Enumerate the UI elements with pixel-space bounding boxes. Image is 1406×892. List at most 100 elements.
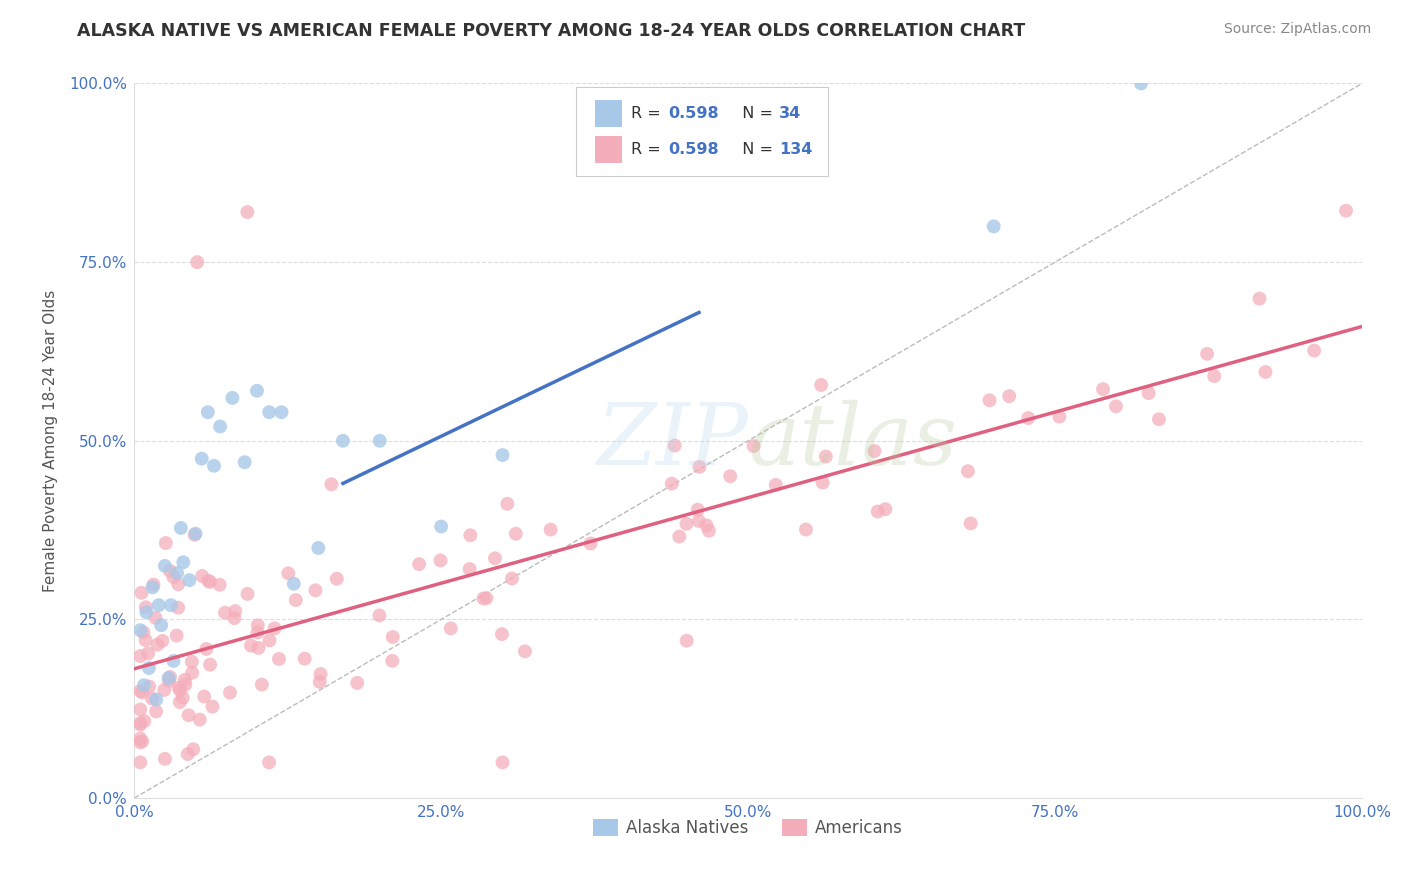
Point [688, 514, 710, 528]
Point [1105, 400, 1128, 414]
Point [440, 621, 463, 635]
Point [308, 674, 330, 689]
Point [259, 633, 281, 648]
Point [157, 674, 180, 689]
Point [224, 604, 246, 618]
Point [219, 685, 242, 699]
Point [1249, 292, 1271, 306]
Text: 134: 134 [779, 142, 813, 157]
Point [458, 562, 481, 576]
Point [129, 716, 152, 731]
Point [686, 502, 709, 516]
Point [129, 735, 152, 749]
Point [1017, 411, 1039, 425]
Point [346, 676, 368, 690]
Point [146, 638, 169, 652]
Point [150, 618, 173, 632]
Point [167, 681, 190, 695]
Point [491, 448, 513, 462]
Point [179, 573, 201, 587]
Point [180, 655, 202, 669]
Point [138, 661, 160, 675]
Text: 0.598: 0.598 [668, 106, 718, 121]
Point [675, 633, 697, 648]
Point [169, 683, 191, 698]
Point [664, 439, 686, 453]
Point [167, 577, 190, 591]
Text: R =: R = [631, 142, 666, 157]
Point [221, 391, 243, 405]
Point [240, 639, 263, 653]
Point [166, 628, 188, 642]
Point [208, 578, 231, 592]
Point [131, 685, 153, 699]
Point [129, 717, 152, 731]
Point [145, 705, 167, 719]
Point [202, 458, 225, 473]
Point [491, 756, 513, 770]
Point [173, 673, 195, 687]
Point [381, 654, 404, 668]
Point [129, 684, 152, 698]
Point [257, 405, 280, 419]
Point [1303, 343, 1326, 358]
Point [172, 690, 194, 705]
Text: 0.598: 0.598 [668, 142, 718, 157]
Point [794, 523, 817, 537]
Point [1334, 203, 1357, 218]
Point [765, 478, 787, 492]
Legend: Alaska Natives, Americans: Alaska Natives, Americans [586, 812, 910, 844]
Point [408, 557, 430, 571]
Point [131, 586, 153, 600]
Point [718, 469, 741, 483]
Point [214, 606, 236, 620]
Point [145, 611, 167, 625]
Point [491, 627, 513, 641]
Point [159, 564, 181, 578]
Text: N =: N = [733, 142, 779, 157]
Point [170, 521, 193, 535]
Point [496, 497, 519, 511]
Point [224, 611, 246, 625]
FancyBboxPatch shape [576, 87, 828, 177]
Point [277, 566, 299, 581]
Point [863, 444, 886, 458]
Point [169, 695, 191, 709]
Point [176, 747, 198, 761]
Text: ALASKA NATIVE VS AMERICAN FEMALE POVERTY AMONG 18-24 YEAR OLDS CORRELATION CHART: ALASKA NATIVE VS AMERICAN FEMALE POVERTY… [77, 22, 1025, 40]
Point [195, 642, 218, 657]
Point [247, 640, 270, 655]
Point [236, 205, 259, 219]
Point [1047, 409, 1070, 424]
Point [381, 630, 404, 644]
Point [129, 756, 152, 770]
Text: N =: N = [733, 106, 779, 121]
Point [142, 580, 165, 594]
Point [1137, 386, 1160, 401]
Point [246, 384, 269, 398]
Point [131, 734, 153, 748]
Point [326, 572, 349, 586]
Point [233, 455, 256, 469]
Point [1197, 347, 1219, 361]
Point [742, 439, 765, 453]
Text: ZIP: ZIP [596, 400, 748, 483]
Point [166, 566, 188, 580]
Point [661, 476, 683, 491]
Point [484, 551, 506, 566]
Point [148, 598, 170, 612]
Point [688, 459, 710, 474]
Text: R =: R = [631, 106, 666, 121]
Point [209, 419, 232, 434]
Point [501, 572, 523, 586]
Point [429, 553, 451, 567]
Text: atlas: atlas [748, 400, 957, 483]
Point [246, 618, 269, 632]
Point [998, 389, 1021, 403]
Point [162, 570, 184, 584]
Point [263, 621, 285, 635]
Point [181, 742, 204, 756]
Point [198, 574, 221, 589]
Point [979, 393, 1001, 408]
Point [174, 677, 197, 691]
